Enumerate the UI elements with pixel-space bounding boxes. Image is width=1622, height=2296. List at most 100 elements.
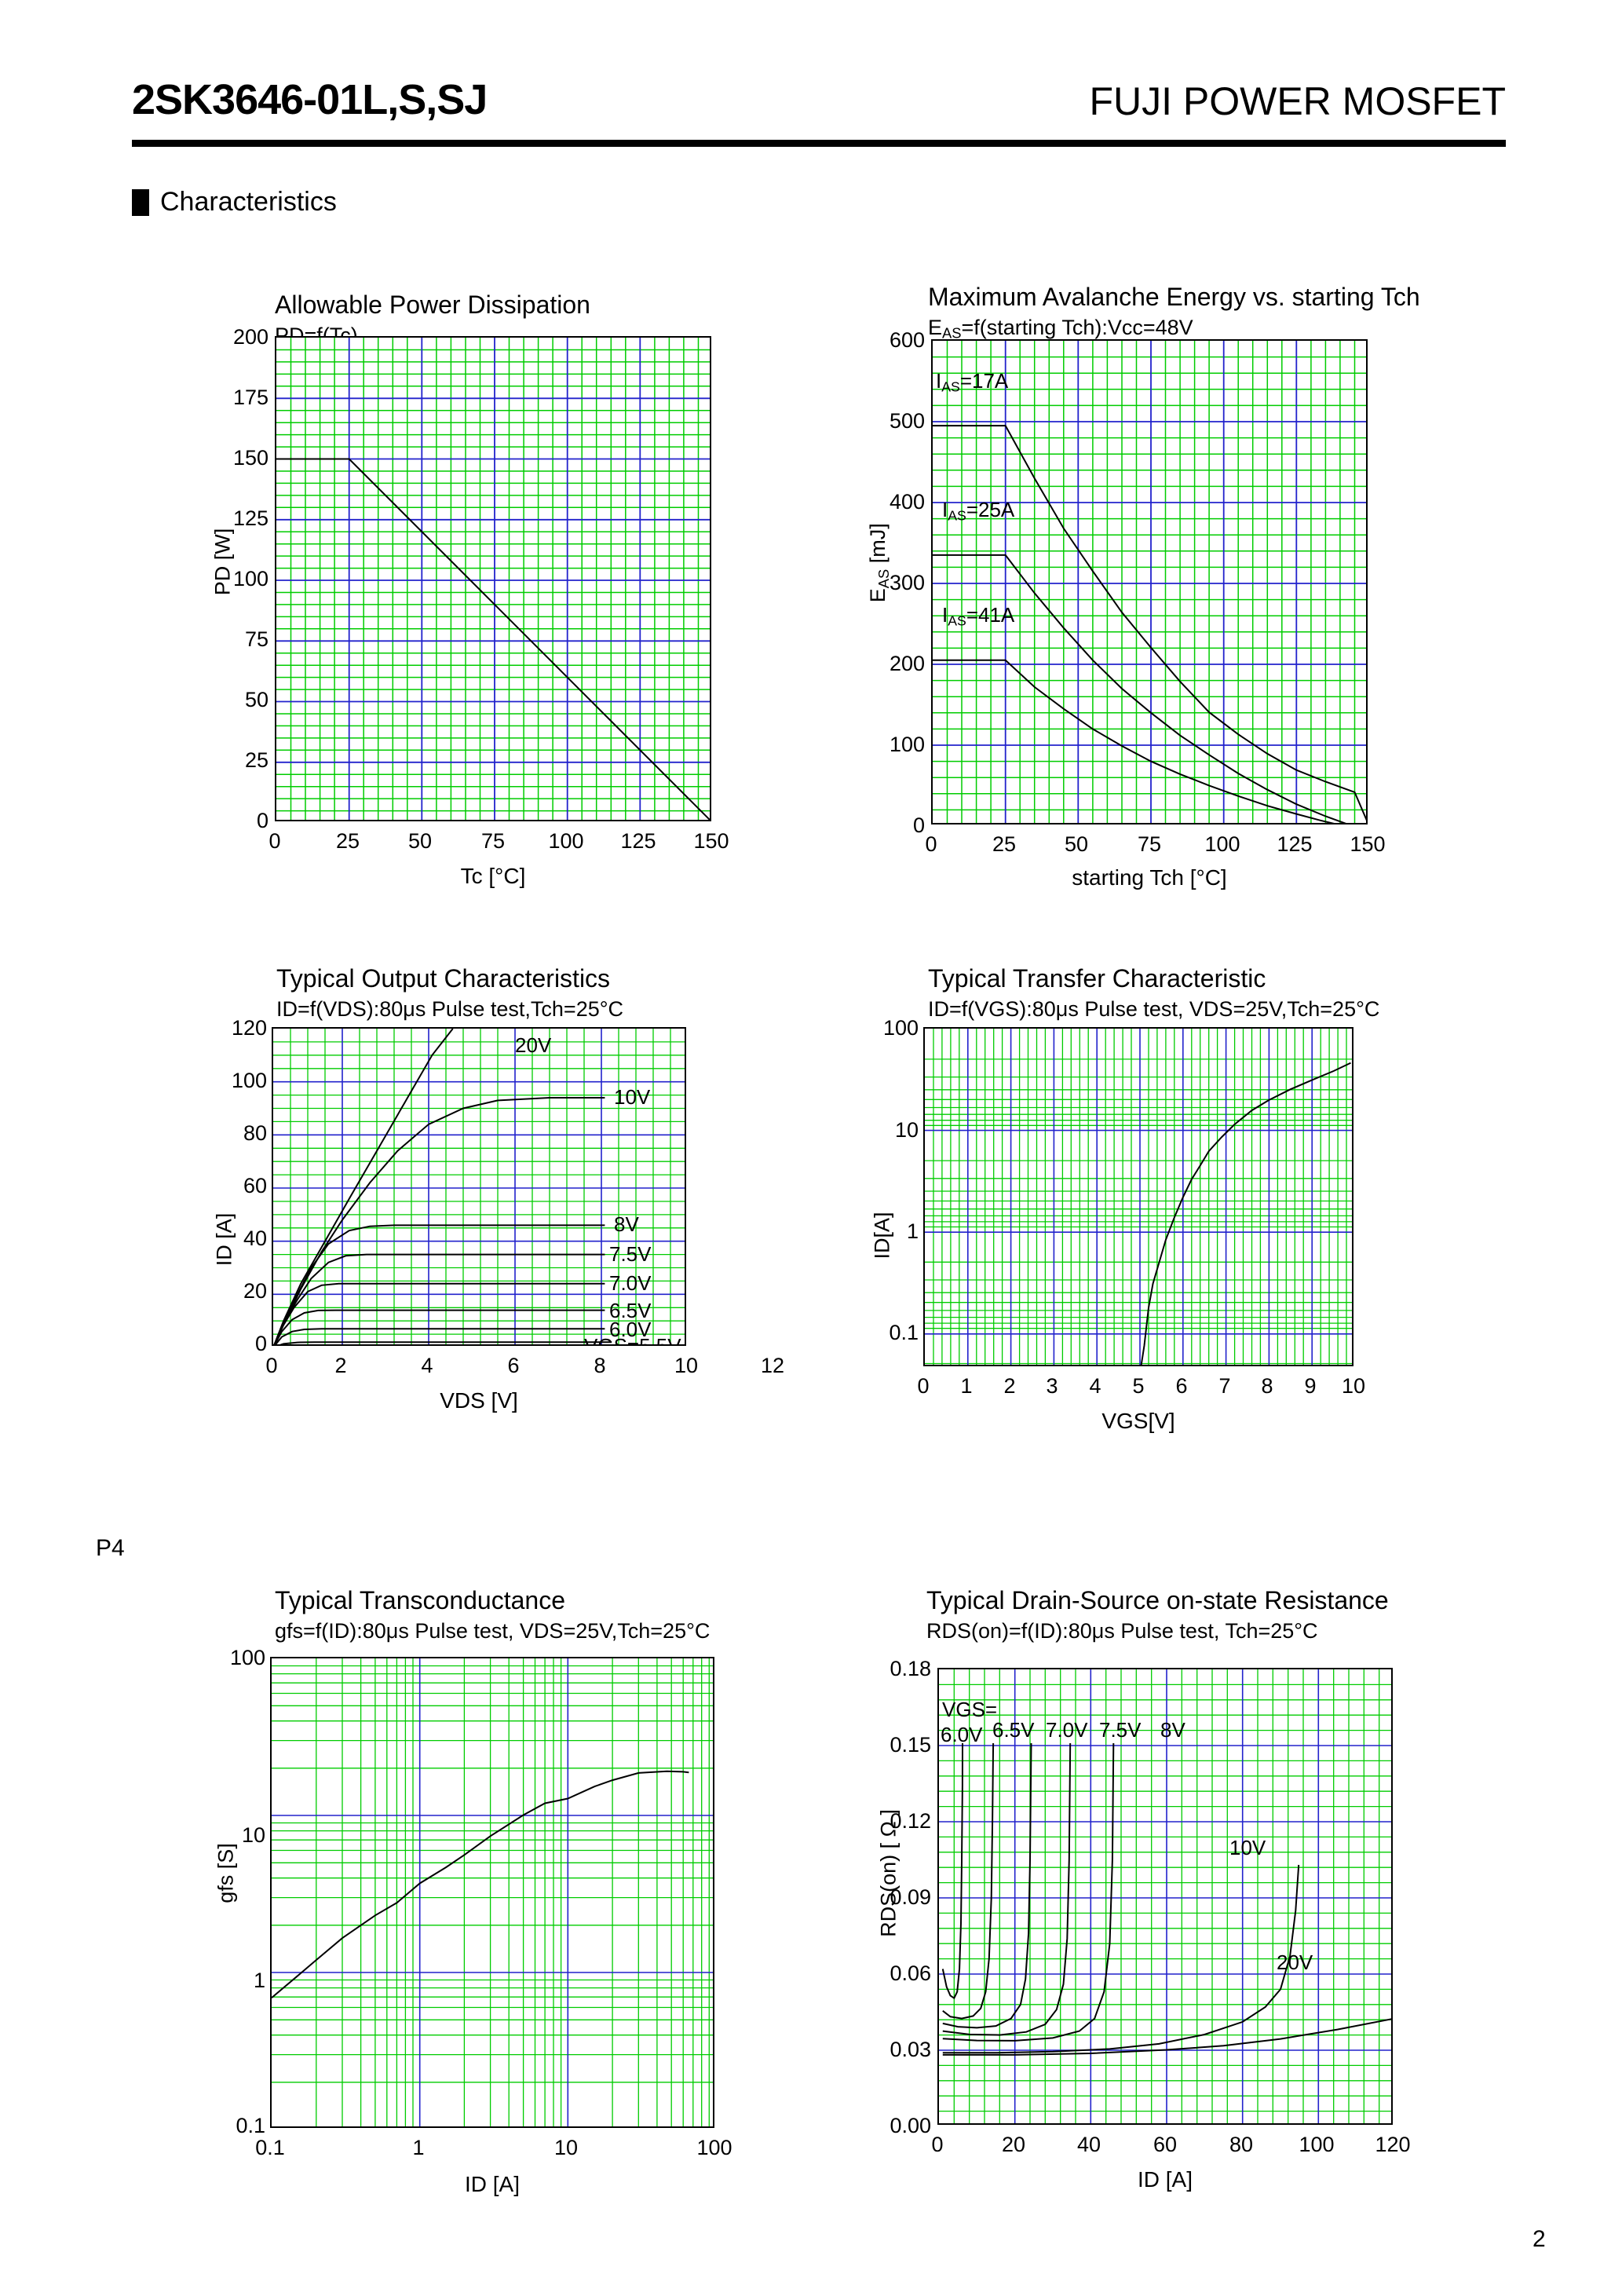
plot-svg [273,1029,685,1344]
x-tick-8: 8 [1261,1374,1273,1398]
chart-subtitle: EAS=f(starting Tch):Vcc=48V [928,316,1193,342]
legend-title-vgs: VGS= [942,1698,998,1721]
chart-output-characteristics: Typical Output Characteristics ID=f(VDS)… [181,964,785,1585]
x-tick-0: 0 [265,1354,278,1377]
curve-pd [276,458,710,820]
y-tick-25: 25 [244,748,269,772]
chart-title: Typical Output Characteristics [276,964,611,993]
curve-vgs-10v [942,1864,1300,2054]
section-heading-label: Characteristics [160,187,337,217]
x-tick-100: 100 [548,829,584,853]
curves [933,425,1366,823]
x-tick-10: 10 [674,1354,699,1377]
chart-subtitle: ID=f(VDS):80μs Pulse test,Tch=25°C [276,997,624,1021]
part-number-title: 2SK3646-01L,S,SJ [132,76,488,123]
section-bullet-icon [132,188,149,216]
y-tick-50: 50 [244,688,269,711]
x-tick-100: 100 [1204,832,1240,856]
curves [941,1742,1391,2056]
y-tick-80: 80 [243,1121,267,1145]
y-tick-0.06: 0.06 [890,1961,931,1985]
curve-label-7.5v: 7.5V [609,1242,652,1266]
x-tick-2: 2 [1003,1374,1016,1398]
curve-label-6.5v: 6.5V [609,1299,652,1322]
y-tick-40: 40 [243,1227,267,1250]
major-gridlines [925,1029,1352,1365]
plot-area: VGS= 6.0V 6.5V 7.0V 7.5V 8V 10V 20V [937,1668,1393,2125]
major-gridlines [272,1658,713,2126]
curve-label-8v: 8V [614,1212,639,1236]
y-tick-1: 1 [906,1219,919,1243]
x-tick-0.1: 0.1 [255,2136,285,2159]
y-tick-400: 400 [889,490,925,514]
x-tick-60: 60 [1153,2133,1178,2156]
x-tick-1: 1 [960,1374,973,1398]
curve-label-6.0v: 6.0V [609,1318,652,1341]
x-axis-label: ID [A] [464,2172,520,2196]
curve-label-ias-25a: IAS=25A [942,498,1015,524]
curve-vgs-6.0v [941,1742,963,2000]
x-tick-7: 7 [1218,1374,1231,1398]
chart-power-dissipation: Allowable Power Dissipation PD=f(Tc) PD … [181,291,746,888]
x-tick-4: 4 [1089,1374,1101,1398]
x-tick-1: 1 [412,2136,425,2159]
y-tick-10: 10 [894,1118,919,1142]
plot-svg [939,1669,1391,2123]
x-tick-12: 12 [760,1354,785,1377]
curve-label-10v: 10V [1229,1836,1266,1859]
y-axis-label: RDS(on) [ Ω ] [877,1764,901,1983]
curve-label-20v: 20V [515,1033,552,1057]
y-tick-300: 300 [889,571,925,594]
major-gridlines [276,338,710,820]
subtitle-post: =f(starting Tch):Vcc=48V [961,316,1193,339]
y-tick-175: 175 [232,386,269,409]
x-tick-10: 10 [553,2136,579,2159]
y-tick-0: 0 [256,809,269,832]
curve-vgs-7.5v [273,1253,605,1344]
y-tick-200: 200 [889,652,925,675]
y-tick-150: 150 [232,446,269,470]
y-tick-75: 75 [244,627,269,651]
x-tick-50: 50 [1064,832,1089,856]
x-tick-75: 75 [480,829,506,853]
x-tick-0: 0 [931,2133,944,2156]
section-heading: Characteristics [132,187,337,218]
y-tick-0: 0 [254,1332,267,1355]
x-tick-6: 6 [1175,1374,1188,1398]
y-tick-500: 500 [889,409,925,433]
y-tick-0.18: 0.18 [890,1657,931,1680]
y-tick-1: 1 [253,1969,265,1992]
x-tick-150: 150 [1350,832,1386,856]
page-number: 2 [1532,2226,1546,2252]
subtitle-sub: AS [942,324,962,342]
curve-ias-17a [933,425,1366,821]
chart-transfer-characteristic: Typical Transfer Characteristic ID=f(VGS… [848,964,1523,1585]
plot-svg [925,1029,1352,1365]
x-tick-2: 2 [334,1354,347,1377]
y-tick-0.15: 0.15 [890,1733,931,1757]
chart-avalanche-energy: Maximum Avalanche Energy vs. starting Tc… [848,283,1523,890]
x-tick-0: 0 [269,829,281,853]
curve-label-10v: 10V [614,1085,651,1109]
chart-transconductance: Typical Transconductance gfs=f(ID):80μs … [181,1586,777,2214]
curve-vgs-7.0v [273,1282,605,1344]
curve-label-6.5v: 6.5V [992,1718,1035,1742]
x-tick-100: 100 [1299,2133,1335,2156]
curves [273,1029,612,1344]
curve-vgs-5.5v [279,1341,612,1344]
plot-svg [276,338,710,820]
y-tick-0.12: 0.12 [890,1809,931,1833]
curve-vgs-6.5v [942,1742,995,2020]
plot-area [275,336,711,821]
curve-ias-41a [933,659,1335,823]
curve-vgs-8v [942,1742,1115,2042]
y-tick-100: 100 [231,1069,267,1092]
curve-label-8v: 8V [1160,1718,1185,1742]
x-tick-9: 9 [1304,1374,1317,1398]
x-tick-120: 120 [1375,2133,1411,2156]
x-tick-6: 6 [507,1354,520,1377]
y-tick-0.1: 0.1 [236,2114,265,2137]
minor-gridlines [276,338,710,820]
y-tick-0.03: 0.03 [890,2038,931,2061]
curve-label-20v: 20V [1277,1951,1313,1974]
